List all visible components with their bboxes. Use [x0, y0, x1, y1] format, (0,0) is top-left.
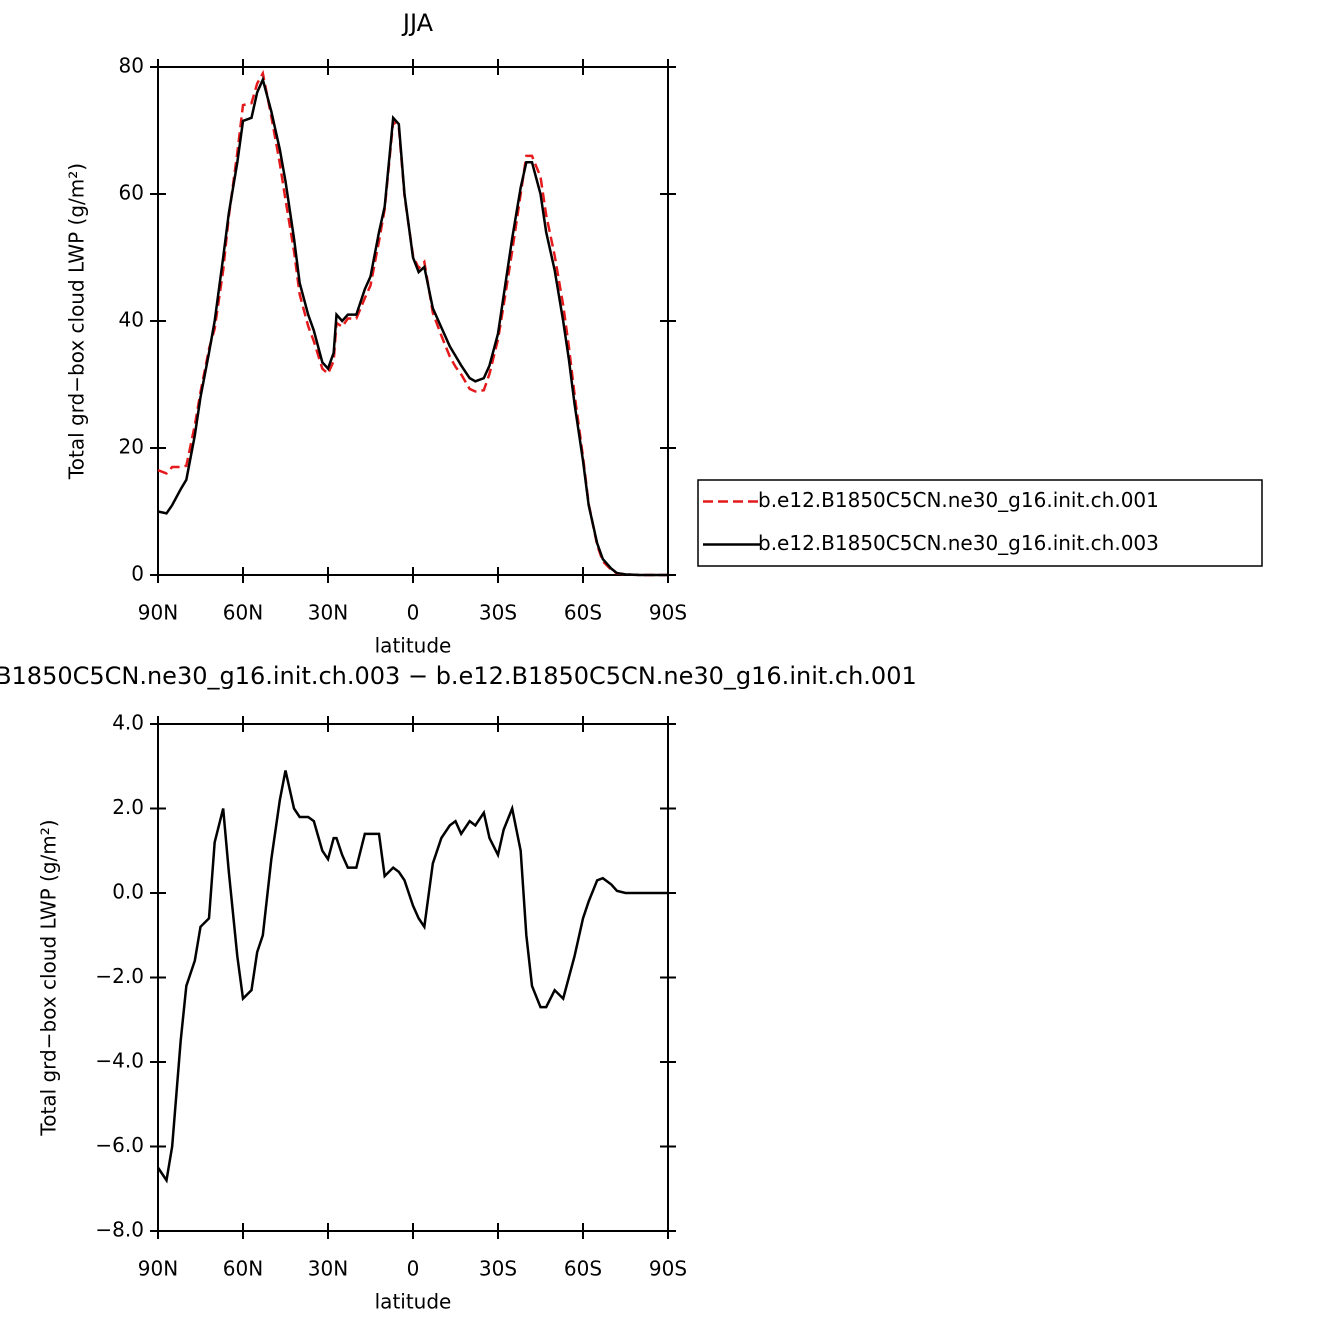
chart-title: b.e12.B1850C5CN.ne30_g16.init.ch.003 − b…	[0, 662, 917, 690]
y-tick-label: 0.0	[112, 880, 144, 904]
x-tick-label: 90S	[649, 1257, 687, 1281]
x-tick-label: 30S	[479, 601, 517, 625]
x-tick-label: 60N	[223, 601, 263, 625]
y-tick-label: −6.0	[95, 1133, 144, 1157]
plot-frame	[157, 66, 669, 576]
legend-label: b.e12.B1850C5CN.ne30_g16.init.ch.001	[758, 488, 1159, 512]
y-tick-label: 60	[119, 181, 144, 205]
x-tick-label: 90N	[138, 1257, 178, 1281]
x-tick-label: 60N	[223, 1257, 263, 1281]
x-tick-label: 30N	[308, 601, 348, 625]
y-tick-label: 4.0	[112, 711, 144, 735]
y-tick-label: 40	[119, 308, 144, 332]
x-tick-label: 30N	[308, 1257, 348, 1281]
plot-frame	[157, 723, 669, 1232]
x-tick-label: 90S	[649, 601, 687, 625]
x-tick-label: 30S	[479, 1257, 517, 1281]
y-tick-label: −8.0	[95, 1218, 144, 1242]
x-axis-label: latitude	[375, 634, 452, 658]
y-tick-label: 80	[119, 54, 144, 78]
x-tick-label: 60S	[564, 601, 602, 625]
y-tick-label: 0	[131, 562, 144, 586]
data-line	[157, 69, 668, 577]
y-tick-label: 2.0	[112, 795, 144, 819]
chart-title: JJA	[401, 9, 434, 37]
y-tick-label: −2.0	[95, 964, 144, 988]
y-axis-label: Total grd−box cloud LWP (g/m²)	[37, 819, 61, 1136]
y-axis-label: Total grd−box cloud LWP (g/m²)	[65, 163, 89, 480]
data-line	[157, 75, 668, 577]
y-tick-label: −4.0	[95, 1049, 144, 1073]
x-axis-label: latitude	[375, 1290, 452, 1314]
x-tick-label: 60S	[564, 1257, 602, 1281]
x-tick-label: 0	[407, 601, 420, 625]
x-tick-label: 0	[407, 1257, 420, 1281]
data-line	[156, 770, 668, 1184]
y-tick-label: 20	[119, 435, 144, 459]
legend-label: b.e12.B1850C5CN.ne30_g16.init.ch.003	[758, 531, 1159, 555]
legend-box	[697, 479, 1263, 567]
x-tick-label: 90N	[138, 601, 178, 625]
